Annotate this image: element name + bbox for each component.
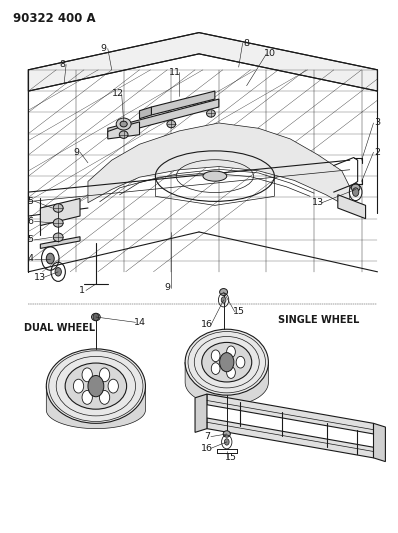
Circle shape [73,379,84,393]
Text: 9: 9 [73,148,79,157]
Circle shape [224,439,229,445]
Text: SINGLE WHEEL: SINGLE WHEEL [278,314,360,325]
Circle shape [226,367,235,378]
Ellipse shape [120,121,127,127]
Polygon shape [40,198,80,225]
Text: 16: 16 [201,320,213,329]
Circle shape [220,353,234,372]
Polygon shape [40,237,80,248]
Text: 5: 5 [27,236,33,245]
Polygon shape [338,195,366,219]
Ellipse shape [167,120,176,128]
Ellipse shape [207,110,215,117]
Ellipse shape [223,431,230,437]
Text: DUAL WHEEL: DUAL WHEEL [25,322,96,333]
Circle shape [55,268,61,276]
Circle shape [93,313,99,321]
Text: 7: 7 [204,432,210,441]
Ellipse shape [185,329,268,395]
Text: 14: 14 [133,318,146,327]
Text: 6: 6 [27,217,33,226]
Ellipse shape [116,118,131,130]
Polygon shape [88,123,350,208]
Circle shape [108,379,118,393]
Ellipse shape [53,219,63,227]
Circle shape [211,363,220,374]
Ellipse shape [202,342,252,382]
Ellipse shape [351,184,360,191]
Circle shape [353,188,359,196]
Polygon shape [373,423,385,462]
Text: 4: 4 [27,254,33,263]
Ellipse shape [46,349,145,423]
Circle shape [82,391,92,405]
Polygon shape [108,99,219,136]
Text: 9: 9 [164,283,170,292]
Polygon shape [185,362,268,406]
Ellipse shape [220,288,228,295]
Circle shape [46,253,54,264]
Text: 16: 16 [201,444,213,453]
Polygon shape [207,394,373,434]
Text: 2: 2 [375,148,380,157]
Circle shape [100,391,110,405]
Circle shape [221,297,226,303]
Text: 11: 11 [169,68,181,77]
Ellipse shape [119,131,128,139]
Ellipse shape [203,171,227,181]
Circle shape [226,346,235,358]
Text: 13: 13 [34,273,47,281]
Circle shape [100,368,110,382]
Text: 8: 8 [59,60,65,69]
Ellipse shape [65,363,127,409]
Circle shape [88,375,104,397]
Circle shape [236,357,245,368]
Text: 13: 13 [312,198,324,207]
Circle shape [82,368,92,382]
Text: 15: 15 [225,454,237,463]
Polygon shape [207,418,373,458]
Polygon shape [140,107,151,119]
Text: 1: 1 [79,286,85,295]
Text: 15: 15 [233,307,245,316]
Polygon shape [195,394,207,432]
Text: 5: 5 [27,197,33,206]
Ellipse shape [92,313,100,321]
Polygon shape [108,122,140,139]
Polygon shape [151,91,215,115]
Circle shape [211,350,220,362]
Text: 12: 12 [112,89,124,98]
Polygon shape [29,33,377,91]
Ellipse shape [53,233,63,241]
Text: 9: 9 [101,44,107,53]
Text: 8: 8 [244,39,250,48]
Text: 90322 400 A: 90322 400 A [13,12,95,25]
Ellipse shape [53,204,63,212]
Text: 3: 3 [375,118,380,127]
Text: 10: 10 [264,50,276,58]
Polygon shape [46,386,145,429]
